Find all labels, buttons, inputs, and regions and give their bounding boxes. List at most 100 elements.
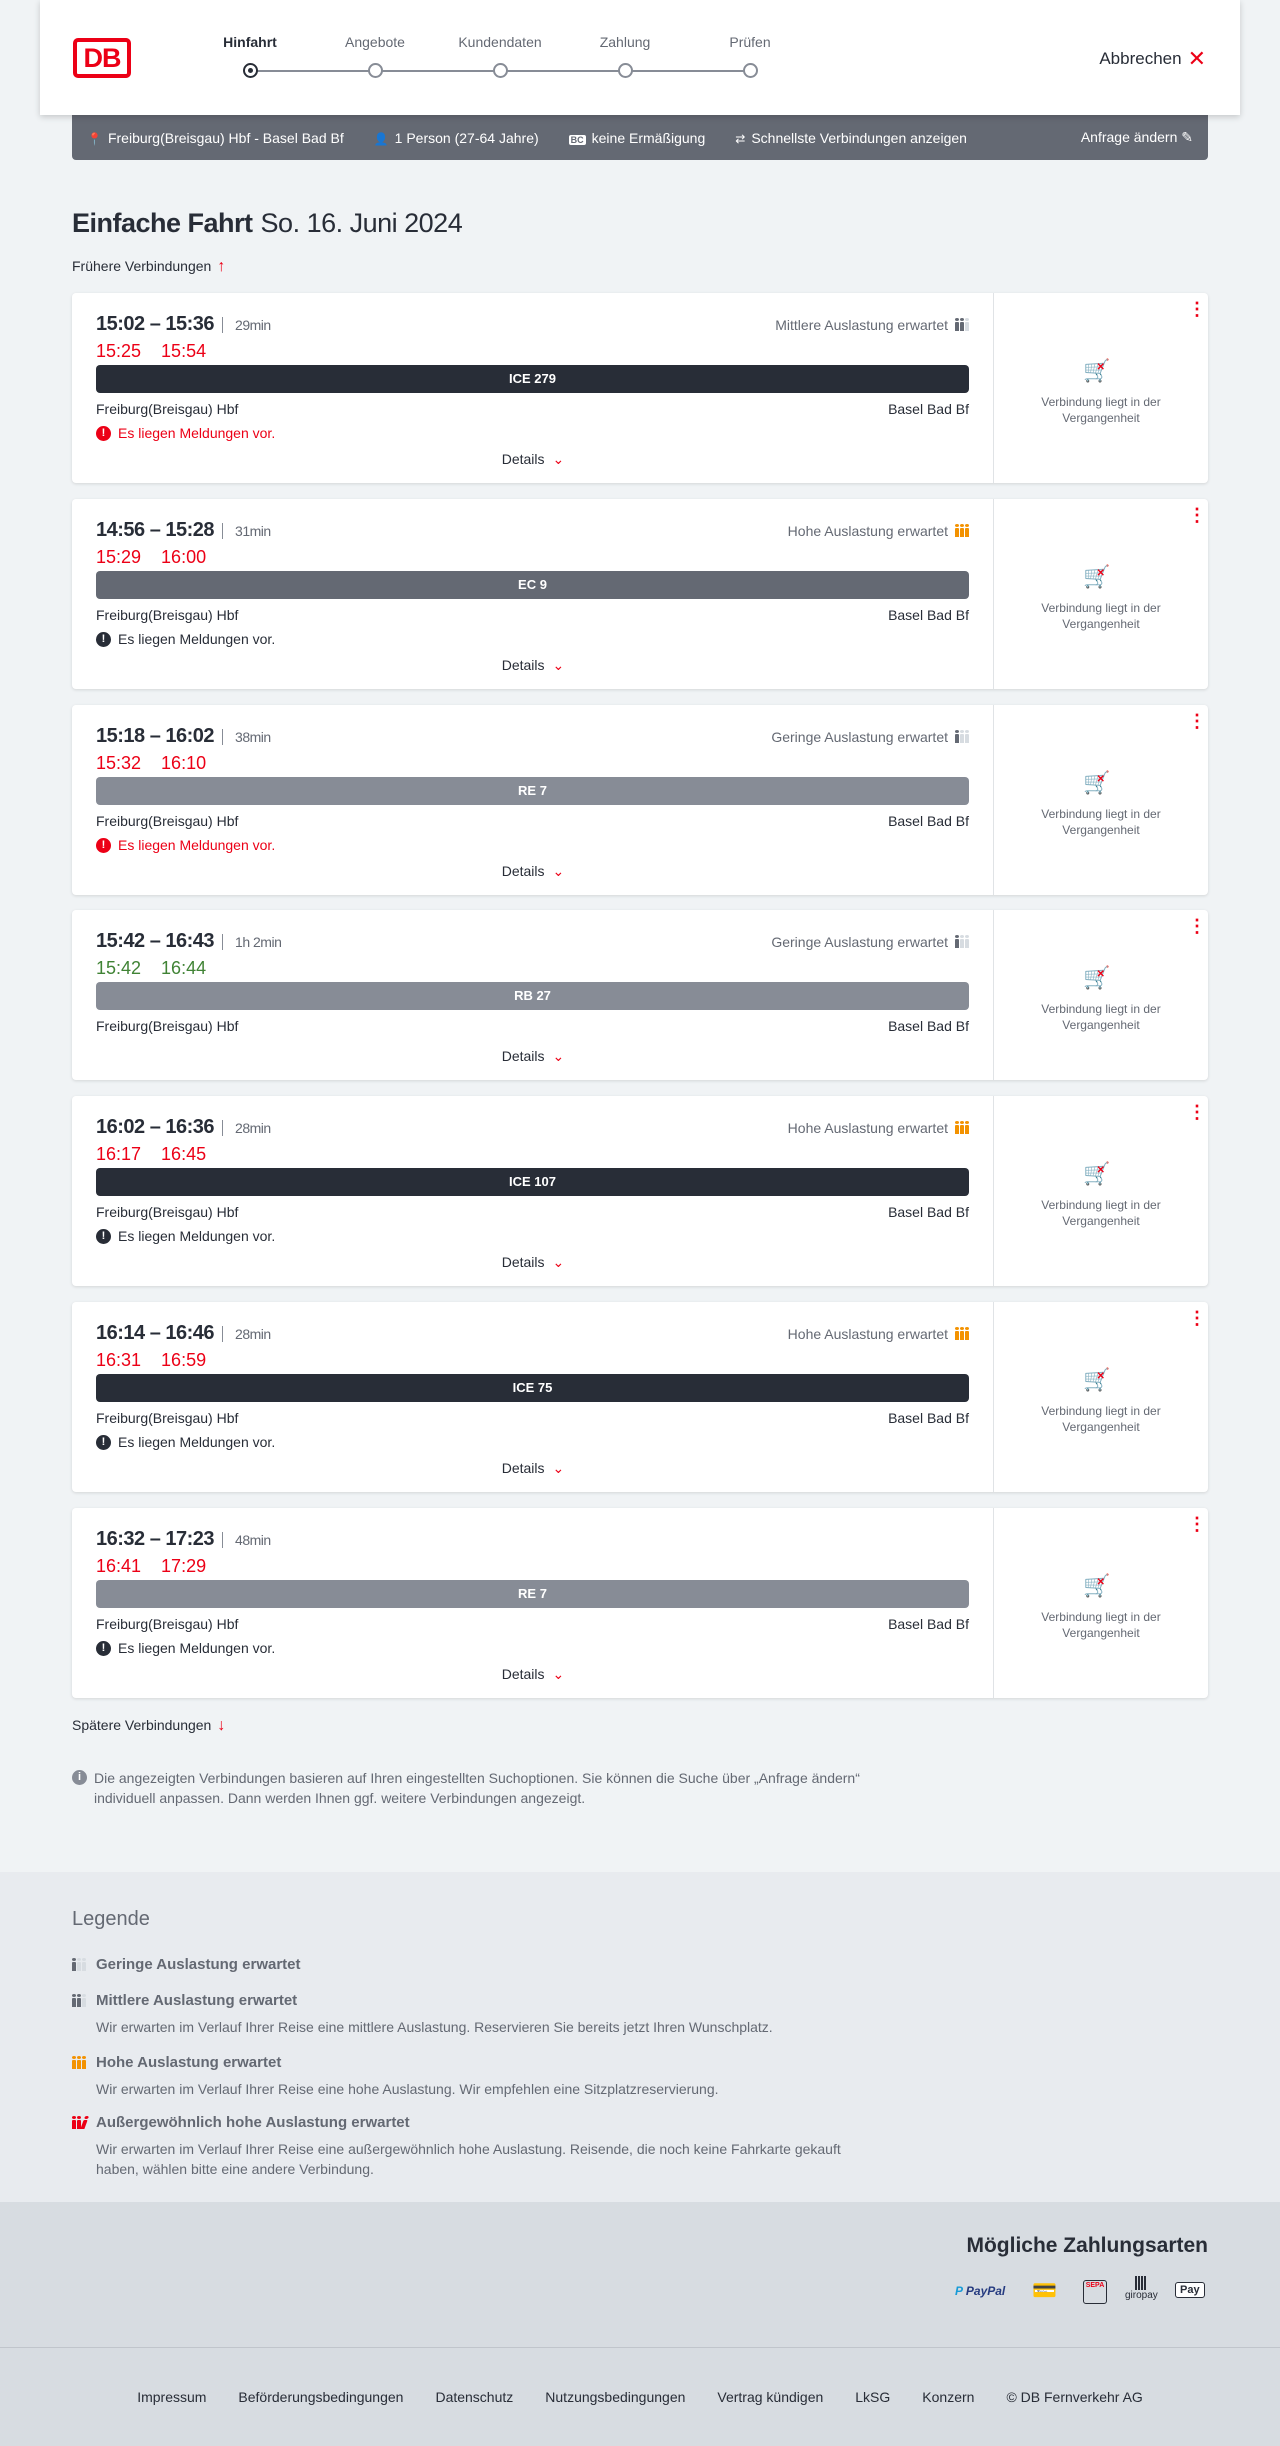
time-range: 16:14 – 16:46 (96, 1322, 215, 1344)
later-label: Spätere Verbindungen (72, 1717, 212, 1733)
occupancy-icon (72, 2116, 88, 2129)
sepa-icon: SEPA (1083, 2280, 1107, 2304)
chevron-down-icon: ⌄ (552, 1460, 565, 1476)
route-text: Freiburg(Breisgau) Hbf - Basel Bad Bf (107, 129, 344, 146)
messages-notice: ! Es liegen Meldungen vor. (96, 425, 275, 441)
details-toggle[interactable]: Details ⌄ (72, 451, 994, 468)
location-pin-icon: 📍 (87, 131, 102, 146)
connection-card[interactable]: 16:32 – 17:23 48min 16:41 17:29 RE 7 Freib… (72, 1508, 1208, 1698)
arrival-station: Basel Bad Bf (888, 1616, 969, 1632)
legend-item-text: Wir erwarten im Verlauf Ihrer Reise eine… (96, 2141, 841, 2177)
time-range: 14:56 – 15:28 (96, 519, 215, 541)
header: DB Hinfahrt Angebote Kundendaten Zahlung Prü… (40, 0, 1240, 115)
step-dot (368, 63, 383, 78)
chevron-down-icon: ⌄ (552, 1048, 565, 1064)
realtime-arrival: 16:00 (161, 547, 207, 567)
message-text: Es liegen Meldungen vor. (118, 631, 276, 647)
arrival-station: Basel Bad Bf (888, 813, 969, 829)
details-toggle[interactable]: Details ⌄ (72, 1460, 994, 1477)
planned-times: 15:02 – 15:36 29min (96, 313, 271, 336)
details-toggle[interactable]: Details ⌄ (72, 657, 994, 674)
occupancy-icon (955, 935, 969, 948)
pencil-icon: ✎ (1181, 129, 1193, 145)
footer-link[interactable]: Konzern (922, 2389, 975, 2405)
realtime-arrival: 16:44 (161, 958, 207, 978)
connection-main: 16:02 – 16:36 28min 16:17 16:45 Hohe Ausla… (72, 1096, 994, 1286)
step-dot (493, 63, 508, 78)
occupancy-text: Geringe Auslastung erwartet (771, 934, 948, 950)
departure-station: Freiburg(Breisgau) Hbf (96, 1616, 239, 1632)
footer-link[interactable]: Vertrag kündigen (717, 2389, 824, 2405)
payment-title: Mögliche Zahlungsarten (966, 2234, 1208, 2257)
apple-pay-icon: Pay (1175, 2282, 1205, 2298)
duration: 1h 2min (222, 934, 282, 950)
time-range: 15:18 – 16:02 (96, 725, 215, 747)
realtime-departure: 15:25 (96, 341, 142, 361)
occupancy-icon (955, 1327, 969, 1340)
arrival-station: Basel Bad Bf (888, 1018, 969, 1034)
duration: 29min (222, 317, 271, 333)
chevron-down-icon: ⌄ (552, 451, 565, 467)
legend-section: Legende Geringe Auslastung erwartet Mittl… (0, 1872, 1280, 2202)
cart-unavailable-icon: 🛒✕ (1083, 770, 1111, 795)
train-bar: RB 27 (96, 982, 969, 1010)
db-logo[interactable]: DB (73, 38, 131, 78)
connection-card[interactable]: 16:02 – 16:36 28min 16:17 16:45 Hohe Ausla… (72, 1096, 1208, 1286)
more-options-icon[interactable]: ⋮ (1188, 1514, 1206, 1534)
more-options-icon[interactable]: ⋮ (1188, 505, 1206, 525)
cart-unavailable-icon: 🛒✕ (1083, 1573, 1111, 1598)
footer-link[interactable]: Beförderungsbedingungen (238, 2389, 404, 2405)
legend-title: Legende (72, 1908, 150, 1930)
more-options-icon[interactable]: ⋮ (1188, 299, 1206, 319)
details-toggle[interactable]: Details ⌄ (72, 1666, 994, 1683)
past-connection-text: Verbindung liegt in der Vergangenheit (1041, 1002, 1161, 1032)
messages-notice: ! Es liegen Meldungen vor. (96, 1434, 275, 1450)
arrival-station: Basel Bad Bf (888, 1204, 969, 1220)
connection-booking: ⋮ 🛒✕ Verbindung liegt in der Vergangenhe… (994, 705, 1208, 895)
planned-times: 16:32 – 17:23 48min (96, 1528, 271, 1551)
details-label: Details (501, 1666, 545, 1682)
step-dot (243, 63, 258, 78)
details-label: Details (501, 1048, 545, 1064)
footer-link[interactable]: Nutzungsbedingungen (545, 2389, 686, 2405)
connection-card[interactable]: 14:56 – 15:28 31min 15:29 16:00 Hohe Ausla… (72, 499, 1208, 689)
realtime-departure: 16:41 (96, 1556, 142, 1576)
duration: 31min (222, 523, 271, 539)
connection-main: 15:18 – 16:02 38min 15:32 16:10 Geringe Au… (72, 705, 994, 895)
connection-card[interactable]: 16:14 – 16:46 28min 16:31 16:59 Hohe Ausla… (72, 1302, 1208, 1492)
earlier-connections-link[interactable]: Frühere Verbindungen ↑ (72, 258, 225, 276)
train-bar: ICE 279 (96, 365, 969, 393)
details-toggle[interactable]: Details ⌄ (72, 1254, 994, 1271)
connection-card[interactable]: 15:42 – 16:43 1h 2min 15:42 16:44 Geringe … (72, 910, 1208, 1080)
occupancy-icon (72, 2056, 86, 2069)
departure-station: Freiburg(Breisgau) Hbf (96, 1410, 239, 1426)
details-toggle[interactable]: Details ⌄ (72, 863, 994, 880)
connection-main: 15:02 – 15:36 29min 15:25 15:54 Mittlere A… (72, 293, 994, 483)
footer-link[interactable]: LkSG (855, 2389, 891, 2405)
edit-request-button[interactable]: Anfrage ändern ✎ (1081, 129, 1193, 146)
details-toggle[interactable]: Details ⌄ (72, 1048, 994, 1065)
arrow-down-icon: ↓ (217, 1717, 226, 1734)
departure-station: Freiburg(Breisgau) Hbf (96, 1018, 239, 1034)
footer-link[interactable]: Impressum (137, 2389, 207, 2405)
past-connection-text: Verbindung liegt in der Vergangenheit (1041, 1404, 1161, 1434)
connection-card[interactable]: 15:18 – 16:02 38min 15:32 16:10 Geringe Au… (72, 705, 1208, 895)
later-connections-link[interactable]: Spätere Verbindungen ↓ (72, 1717, 225, 1735)
train-bar: RE 7 (96, 1580, 969, 1608)
realtime-times: 15:32 16:10 (96, 753, 226, 774)
departure-station: Freiburg(Breisgau) Hbf (96, 401, 239, 417)
realtime-departure: 15:32 (96, 753, 142, 773)
more-options-icon[interactable]: ⋮ (1188, 916, 1206, 936)
more-options-icon[interactable]: ⋮ (1188, 711, 1206, 731)
planned-times: 15:42 – 16:43 1h 2min (96, 930, 282, 953)
connection-card[interactable]: 15:02 – 15:36 29min 15:25 15:54 Mittlere A… (72, 293, 1208, 483)
occupancy-text: Mittlere Auslastung erwartet (775, 317, 948, 333)
more-options-icon[interactable]: ⋮ (1188, 1102, 1206, 1122)
credit-card-icon: 💳 (1032, 2280, 1057, 2302)
step-hinfahrt: Hinfahrt (190, 34, 310, 78)
connection-booking: ⋮ 🛒✕ Verbindung liegt in der Vergangenhe… (994, 293, 1208, 483)
more-options-icon[interactable]: ⋮ (1188, 1308, 1206, 1328)
footer-link[interactable]: Datenschutz (435, 2389, 514, 2405)
cancel-button[interactable]: Abbrechen ✕ (1099, 46, 1206, 72)
connection-main: 16:32 – 17:23 48min 16:41 17:29 RE 7 Freib… (72, 1508, 994, 1698)
